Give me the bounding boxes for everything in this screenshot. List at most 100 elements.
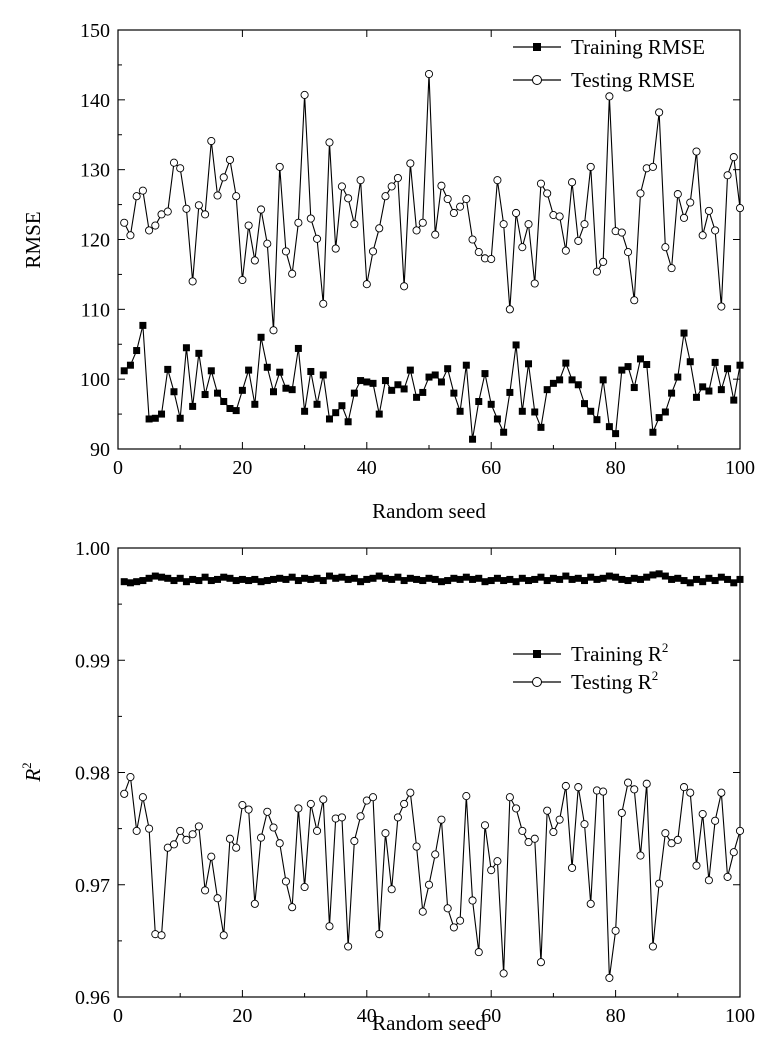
r2-point-training (189, 575, 197, 583)
r2-point-testing (350, 836, 359, 846)
rmse-point-testing (207, 136, 216, 146)
r2-point-testing (729, 848, 738, 857)
rmse-point-training (195, 349, 203, 357)
rmse-point-testing (244, 221, 253, 230)
rmse-point-testing (169, 158, 179, 167)
rmse-point-training (201, 391, 209, 399)
rmse-point-testing (176, 164, 185, 173)
r2-point-training (369, 574, 377, 582)
rmse-point-testing (561, 246, 570, 255)
r2-point-training (717, 573, 725, 581)
rmse-point-testing (729, 153, 738, 162)
r2-point-training (518, 574, 526, 582)
rmse-point-testing (132, 192, 141, 201)
r2-point-training (170, 577, 178, 585)
r2-point-testing (487, 866, 496, 875)
r2-point-testing (561, 781, 570, 791)
legend-marker-training-r2 (533, 650, 541, 658)
rmse-point-testing (319, 299, 328, 308)
legend-label-testing-r2-base: Testing R (571, 670, 652, 694)
rmse-plot-frame (117, 29, 741, 450)
rmse-point-training (232, 407, 240, 415)
rmse-point-testing (443, 194, 452, 204)
r2-point-testing (169, 840, 179, 849)
r2-point-testing (418, 907, 427, 916)
rmse-point-training (120, 367, 128, 375)
rmse-point-training (717, 386, 725, 394)
r2-point-testing (449, 923, 458, 932)
r2-point-testing (611, 926, 620, 935)
r2-point-testing (232, 843, 241, 852)
r2-point-training (276, 574, 284, 582)
rmse-point-testing (717, 302, 726, 311)
rmse-point-testing (468, 235, 477, 244)
rmse-point-testing (493, 176, 502, 185)
r2-point-testing (406, 788, 415, 797)
r2-point-training (692, 575, 700, 583)
rmse-point-testing (232, 192, 241, 201)
r2-point-training (730, 579, 738, 587)
rmse-point-testing (362, 280, 371, 289)
r2-point-training (618, 575, 626, 583)
r2-point-testing (312, 826, 322, 835)
rmse-y-tick-label: 130 (80, 160, 110, 182)
rmse-point-training (556, 376, 564, 384)
rmse-point-testing (194, 201, 203, 210)
rmse-point-training (245, 366, 253, 374)
rmse-point-training (661, 408, 669, 416)
r2-point-testing (387, 885, 396, 894)
rmse-point-testing (524, 220, 533, 229)
rmse-point-testing (331, 244, 340, 253)
r2-point-testing (263, 807, 272, 816)
rmse-point-testing (599, 257, 608, 266)
rmse-point-testing (580, 220, 589, 229)
rmse-point-testing (312, 234, 322, 243)
r2-x-axis-title: Random seed (372, 1011, 486, 1035)
r2-point-testing (623, 778, 633, 787)
rmse-point-testing (201, 210, 210, 219)
rmse-point-training (692, 393, 700, 401)
rmse-point-testing (145, 226, 154, 235)
rmse-point-training (506, 388, 514, 396)
r2-point-training (257, 578, 265, 586)
rmse-y-tick-label: 120 (80, 230, 110, 252)
r2-point-training (133, 578, 141, 586)
r2-point-testing (711, 816, 720, 825)
rmse-point-training (500, 428, 508, 436)
r2-point-testing (630, 785, 639, 794)
rmse-point-training (444, 365, 452, 373)
r2-point-training (301, 574, 309, 582)
rmse-point-testing (300, 90, 309, 99)
r2-point-training (145, 574, 153, 582)
r2-point-training (680, 577, 688, 585)
r2-point-testing (655, 879, 664, 888)
rmse-point-testing (704, 206, 713, 215)
rmse-point-training (456, 407, 464, 415)
r2-point-training (599, 574, 607, 582)
r2-point-training (699, 578, 707, 586)
rmse-point-training (450, 389, 458, 397)
r2-series-line-1 (123, 776, 741, 978)
rmse-x-tick-label: 80 (606, 457, 626, 479)
rmse-point-testing (306, 214, 315, 223)
r2-point-testing (642, 779, 651, 788)
r2-point-training (313, 574, 321, 582)
r2-point-training (251, 575, 259, 583)
r2-point-testing (145, 824, 154, 833)
r2-point-testing (163, 843, 172, 852)
rmse-point-training (251, 400, 259, 408)
rmse-point-testing (530, 279, 539, 288)
r2-point-testing (536, 958, 546, 967)
rmse-point-testing (449, 208, 458, 218)
rmse-point-testing (462, 194, 471, 204)
rmse-y-tick-label: 100 (80, 369, 110, 391)
rmse-point-training (182, 344, 190, 352)
rmse-point-testing (667, 264, 676, 273)
r2-point-training (406, 574, 414, 582)
rmse-point-testing (387, 182, 396, 191)
r2-point-testing (555, 815, 564, 824)
r2-point-training (506, 575, 514, 583)
r2-point-training (288, 573, 296, 581)
rmse-series (120, 69, 745, 443)
legend-label-testing-rmse: Testing RMSE (571, 68, 695, 92)
